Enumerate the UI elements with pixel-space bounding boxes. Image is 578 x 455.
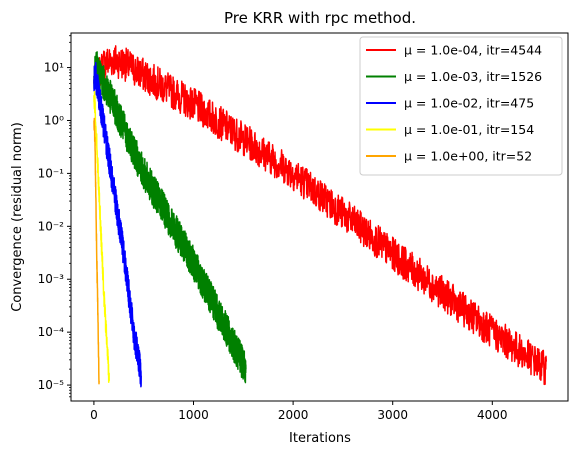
legend-label: μ = 1.0e+00, itr=52 bbox=[404, 149, 532, 164]
y-axis: 10⁻⁵ 10⁻⁴ 10⁻³ 10⁻² 10⁻¹ 10⁰ 10¹ bbox=[38, 35, 71, 398]
plot-frame bbox=[70, 32, 569, 402]
legend-label: μ = 1.0e-03, itr=1526 bbox=[404, 69, 542, 84]
legend-label: μ = 1.0e-01, itr=154 bbox=[404, 122, 534, 137]
x-axis: 0 1000 2000 3000 4000 bbox=[90, 401, 508, 422]
series-line bbox=[93, 45, 548, 386]
series-line bbox=[93, 62, 142, 388]
y-axis-label: Convergence (residual norm) bbox=[10, 122, 25, 312]
y-tick-label: 10⁻³ bbox=[38, 272, 65, 286]
series-line bbox=[93, 51, 247, 384]
y-tick-label: 10¹ bbox=[44, 61, 64, 75]
series-lines bbox=[93, 45, 548, 388]
legend: μ = 1.0e-04, itr=4544 μ = 1.0e-03, itr=15… bbox=[359, 36, 563, 176]
x-tick-label: 0 bbox=[90, 408, 98, 422]
legend-box bbox=[359, 36, 563, 176]
x-tick-label: 4000 bbox=[477, 408, 508, 422]
series-line bbox=[93, 90, 110, 384]
legend-label: μ = 1.0e-02, itr=475 bbox=[404, 96, 534, 111]
y-tick-label: 10⁻⁵ bbox=[38, 378, 65, 392]
x-tick-label: 2000 bbox=[278, 408, 309, 422]
chart-title: Pre KRR with rpc method. bbox=[224, 9, 416, 27]
y-tick-label: 10⁰ bbox=[44, 113, 64, 127]
y-tick-label: 10⁻² bbox=[38, 219, 65, 233]
x-axis-label: Iterations bbox=[289, 431, 351, 446]
x-tick-label: 3000 bbox=[377, 408, 408, 422]
x-tick-label: 1000 bbox=[178, 408, 209, 422]
legend-label: μ = 1.0e-04, itr=4544 bbox=[404, 43, 542, 58]
y-tick-label: 10⁻¹ bbox=[38, 166, 65, 180]
y-tick-label: 10⁻⁴ bbox=[38, 325, 65, 339]
series-line bbox=[93, 117, 100, 385]
